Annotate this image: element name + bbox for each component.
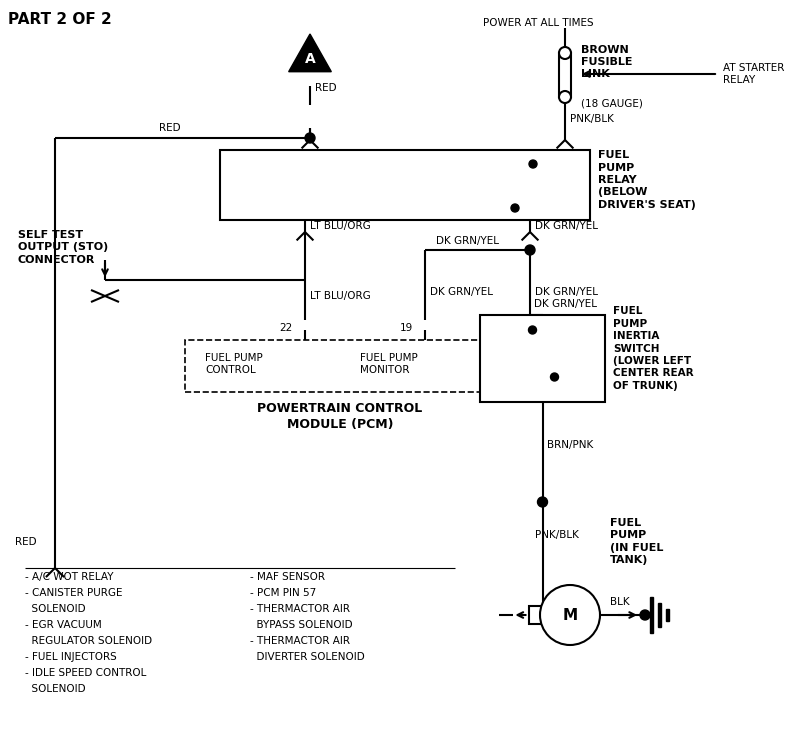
Text: BYPASS SOLENOID: BYPASS SOLENOID [250, 620, 353, 630]
Text: - PCM PIN 57: - PCM PIN 57 [250, 588, 316, 598]
Text: RED: RED [315, 83, 337, 93]
Text: - THERMACTOR AIR: - THERMACTOR AIR [250, 604, 350, 614]
Text: FUEL
PUMP
INERTIA
SWITCH
(LOWER LEFT
CENTER REAR
OF TRUNK): FUEL PUMP INERTIA SWITCH (LOWER LEFT CEN… [613, 306, 694, 391]
Text: (18 GAUGE): (18 GAUGE) [581, 99, 643, 109]
Circle shape [538, 497, 547, 507]
Text: M: M [562, 608, 578, 622]
Text: REGULATOR SOLENOID: REGULATOR SOLENOID [25, 636, 152, 646]
Text: - THERMACTOR AIR: - THERMACTOR AIR [250, 636, 350, 646]
Text: FUEL PUMP
CONTROL: FUEL PUMP CONTROL [205, 352, 262, 375]
Text: DK GRN/YEL: DK GRN/YEL [535, 221, 598, 231]
Text: SOLENOID: SOLENOID [25, 684, 86, 694]
Text: - CANISTER PURGE: - CANISTER PURGE [25, 588, 122, 598]
Text: FUEL
PUMP
RELAY
(BELOW
DRIVER'S SEAT): FUEL PUMP RELAY (BELOW DRIVER'S SEAT) [598, 150, 696, 210]
Circle shape [525, 245, 535, 255]
Bar [559, 53, 571, 97]
Text: 22: 22 [280, 323, 293, 333]
Bar [480, 315, 605, 402]
Text: 19: 19 [400, 323, 413, 333]
Bar [220, 150, 590, 220]
Text: - IDLE SPEED CONTROL: - IDLE SPEED CONTROL [25, 668, 146, 678]
Text: BLK: BLK [610, 597, 630, 607]
Text: - EGR VACUUM: - EGR VACUUM [25, 620, 102, 630]
Circle shape [559, 47, 571, 59]
Text: FUEL PUMP
MONITOR: FUEL PUMP MONITOR [360, 352, 418, 375]
Text: DK GRN/YEL: DK GRN/YEL [535, 287, 598, 297]
Text: POWER AT ALL TIMES: POWER AT ALL TIMES [483, 18, 594, 28]
Circle shape [529, 326, 537, 334]
Circle shape [550, 373, 558, 381]
Bar [650, 597, 653, 633]
Polygon shape [289, 34, 331, 72]
Bar [658, 603, 661, 627]
Circle shape [305, 133, 315, 143]
Text: AT STARTER
RELAY: AT STARTER RELAY [723, 63, 784, 85]
Text: - MAF SENSOR: - MAF SENSOR [250, 572, 325, 582]
Text: PNK/BLK: PNK/BLK [534, 530, 578, 540]
Text: DK GRN/YEL: DK GRN/YEL [435, 236, 498, 246]
Text: LT BLU/ORG: LT BLU/ORG [310, 221, 370, 231]
Text: A: A [305, 52, 315, 66]
Circle shape [559, 91, 571, 103]
Text: POWERTRAIN CONTROL
MODULE (PCM): POWERTRAIN CONTROL MODULE (PCM) [258, 402, 422, 431]
Circle shape [640, 610, 650, 620]
Text: RED: RED [15, 537, 37, 547]
Text: SOLENOID: SOLENOID [25, 604, 86, 614]
Text: DK GRN/YEL: DK GRN/YEL [534, 299, 598, 309]
Text: RED: RED [315, 150, 337, 160]
Text: - FUEL INJECTORS: - FUEL INJECTORS [25, 652, 117, 662]
Bar [529, 606, 557, 624]
Circle shape [511, 204, 519, 212]
Bar [666, 609, 669, 621]
Text: - A/C WOT RELAY: - A/C WOT RELAY [25, 572, 114, 582]
Text: PNK/BLK: PNK/BLK [570, 114, 614, 124]
Circle shape [540, 585, 600, 645]
Text: DK GRN/YEL: DK GRN/YEL [430, 287, 493, 297]
Text: PART 2 OF 2: PART 2 OF 2 [8, 12, 112, 27]
Text: troubleshootmyvehicle.com: troubleshootmyvehicle.com [265, 173, 515, 191]
Text: LT BLU/ORG: LT BLU/ORG [310, 291, 370, 301]
Circle shape [529, 160, 537, 168]
Text: SELF TEST
OUTPUT (STO)
CONNECTOR: SELF TEST OUTPUT (STO) CONNECTOR [18, 230, 108, 265]
Text: RED: RED [159, 123, 181, 133]
Text: DIVERTER SOLENOID: DIVERTER SOLENOID [250, 652, 365, 662]
Text: BRN/PNK: BRN/PNK [547, 440, 594, 450]
Bar [185, 340, 495, 392]
Text: FUEL
PUMP
(IN FUEL
TANK): FUEL PUMP (IN FUEL TANK) [610, 518, 663, 565]
Text: BROWN
FUSIBLE
LINK: BROWN FUSIBLE LINK [581, 44, 633, 80]
